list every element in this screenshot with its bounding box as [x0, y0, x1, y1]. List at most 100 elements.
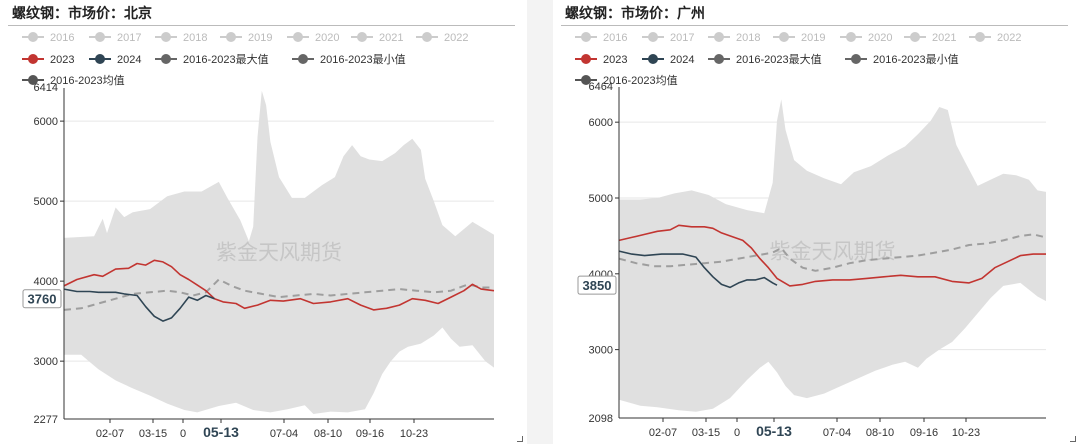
legend-marker	[161, 32, 171, 42]
legend-marker	[910, 32, 920, 42]
panel-gap	[527, 0, 553, 444]
legend-label: 2016	[50, 32, 74, 44]
x-tick-label: 0	[734, 427, 740, 439]
legend-label: 2020	[868, 32, 892, 44]
legend-item-2024: 2024	[642, 54, 694, 66]
chart-title: 螺纹钢：市场价：广州	[565, 6, 705, 22]
x-tick-label: 07-04	[270, 428, 298, 440]
legend-label: 2024	[117, 54, 141, 66]
legend-marker	[714, 32, 724, 42]
legend-item-2016: 2016	[575, 32, 627, 44]
legend-label: 2022	[444, 32, 468, 44]
legend-item-min: 2016-2023最小值	[845, 53, 959, 66]
line-chart-beijing: 2016 2017 2018 2019 2020 2021 2022 2023 2024 2016…	[22, 32, 495, 440]
x-tick-label-current: 05-13	[756, 423, 792, 439]
legend-label: 2021	[932, 32, 956, 44]
series-line-average	[63, 278, 494, 311]
legend-label: 2016-2023最小值	[320, 53, 406, 66]
x-tick-label: 03-15	[139, 428, 167, 440]
legend-item-2018: 2018	[708, 32, 760, 44]
x-tick-label-current: 05-13	[203, 424, 239, 440]
y-tick-label: 6000	[34, 116, 58, 128]
y-tick-label: 5000	[34, 196, 58, 208]
series-line-2024	[618, 250, 778, 289]
series-line-average	[618, 233, 1047, 272]
legend-marker	[422, 32, 432, 42]
legend-item-2019: 2019	[773, 32, 825, 44]
legend-label: 2016-2023最大值	[183, 52, 269, 66]
x-tick-label: 10-23	[952, 427, 980, 439]
x-tick-label: 02-07	[649, 427, 677, 439]
series-line-2024	[63, 288, 215, 322]
chart-panel-guangzhou: 螺纹钢：市场价：广州 2016 2017 2018 2019 2020 2021 2022 2…	[553, 0, 1080, 444]
legend-marker	[846, 32, 856, 42]
legend-label: 2016-2023最小值	[873, 53, 959, 66]
value-label: 3760	[28, 292, 57, 307]
value-label-box	[22, 289, 62, 309]
legend-marker	[975, 32, 985, 42]
value-label: 3850	[583, 278, 612, 293]
legend-label: 2018	[736, 32, 760, 44]
series-line-2023	[63, 259, 495, 311]
legend-label: 2024	[670, 54, 694, 66]
y-tick-label: 5000	[589, 193, 613, 205]
legend-item-2021: 2021	[351, 32, 403, 44]
legend-marker	[851, 54, 861, 64]
legend-label: 2022	[997, 32, 1021, 44]
line-chart-guangzhou: 2016 2017 2018 2019 2020 2021 2022 2023 2024 2016…	[575, 32, 1047, 439]
legend-item-avg: 2016-2023均值	[575, 74, 678, 87]
series-line-2023	[618, 224, 1046, 287]
legend-marker	[581, 54, 591, 64]
resize-corner	[1070, 436, 1076, 442]
legend-marker	[293, 32, 303, 42]
legend-marker	[581, 32, 591, 42]
legend-label: 2016-2023均值	[50, 74, 125, 87]
value-label-box	[577, 275, 617, 295]
x-tick-label: 07-04	[823, 427, 851, 439]
legend-item-2020: 2020	[287, 32, 339, 44]
legend-item-2022: 2022	[969, 32, 1021, 44]
legend-item-2017: 2017	[642, 32, 694, 44]
legend-marker	[95, 54, 105, 64]
legend-label: 2023	[50, 54, 74, 66]
y-max-label: 6464	[589, 81, 613, 93]
title-divider	[8, 25, 515, 26]
x-tick-label: 02-07	[96, 428, 124, 440]
legend-marker	[161, 54, 171, 64]
legend-label: 2021	[379, 32, 403, 44]
y-tick-label: 4000	[34, 276, 58, 288]
y-tick-label: 3000	[34, 356, 58, 368]
legend-label: 2023	[603, 54, 627, 66]
legend-item-2019: 2019	[220, 32, 272, 44]
legend-item-2017: 2017	[89, 32, 141, 44]
legend-marker	[28, 75, 38, 85]
legend-label: 2020	[315, 32, 339, 44]
legend-label: 2017	[670, 32, 694, 44]
resize-corner	[517, 436, 523, 442]
x-tick-label: 10-23	[400, 428, 428, 440]
legend-item-2016: 2016	[22, 32, 74, 44]
legend-item-avg: 2016-2023均值	[22, 74, 125, 87]
legend-label: 2018	[183, 32, 207, 44]
legend-label: 2016-2023最大值	[736, 52, 822, 66]
legend-item-2018: 2018	[155, 32, 207, 44]
watermark: 紫金天风期货	[216, 241, 342, 265]
legend-label: 2019	[248, 32, 272, 44]
legend-marker	[357, 32, 367, 42]
legend-item-max: 2016-2023最大值	[708, 52, 822, 66]
x-tick-label: 08-10	[314, 428, 342, 440]
legend-label: 2019	[801, 32, 825, 44]
legend-item-2023: 2023	[575, 54, 627, 66]
x-tick-label: 03-15	[692, 427, 720, 439]
y-tick-label: 6000	[589, 117, 613, 129]
x-tick-label: 09-16	[910, 427, 938, 439]
max-min-band	[619, 99, 1046, 412]
legend-marker	[648, 32, 658, 42]
legend-marker	[28, 32, 38, 42]
legend-label: 2016-2023均值	[603, 74, 678, 87]
legend-item-min: 2016-2023最小值	[292, 53, 406, 66]
y-tick-label: 3000	[589, 345, 613, 357]
legend-marker	[226, 32, 236, 42]
legend-marker	[95, 32, 105, 42]
legend-item-2022: 2022	[416, 32, 468, 44]
